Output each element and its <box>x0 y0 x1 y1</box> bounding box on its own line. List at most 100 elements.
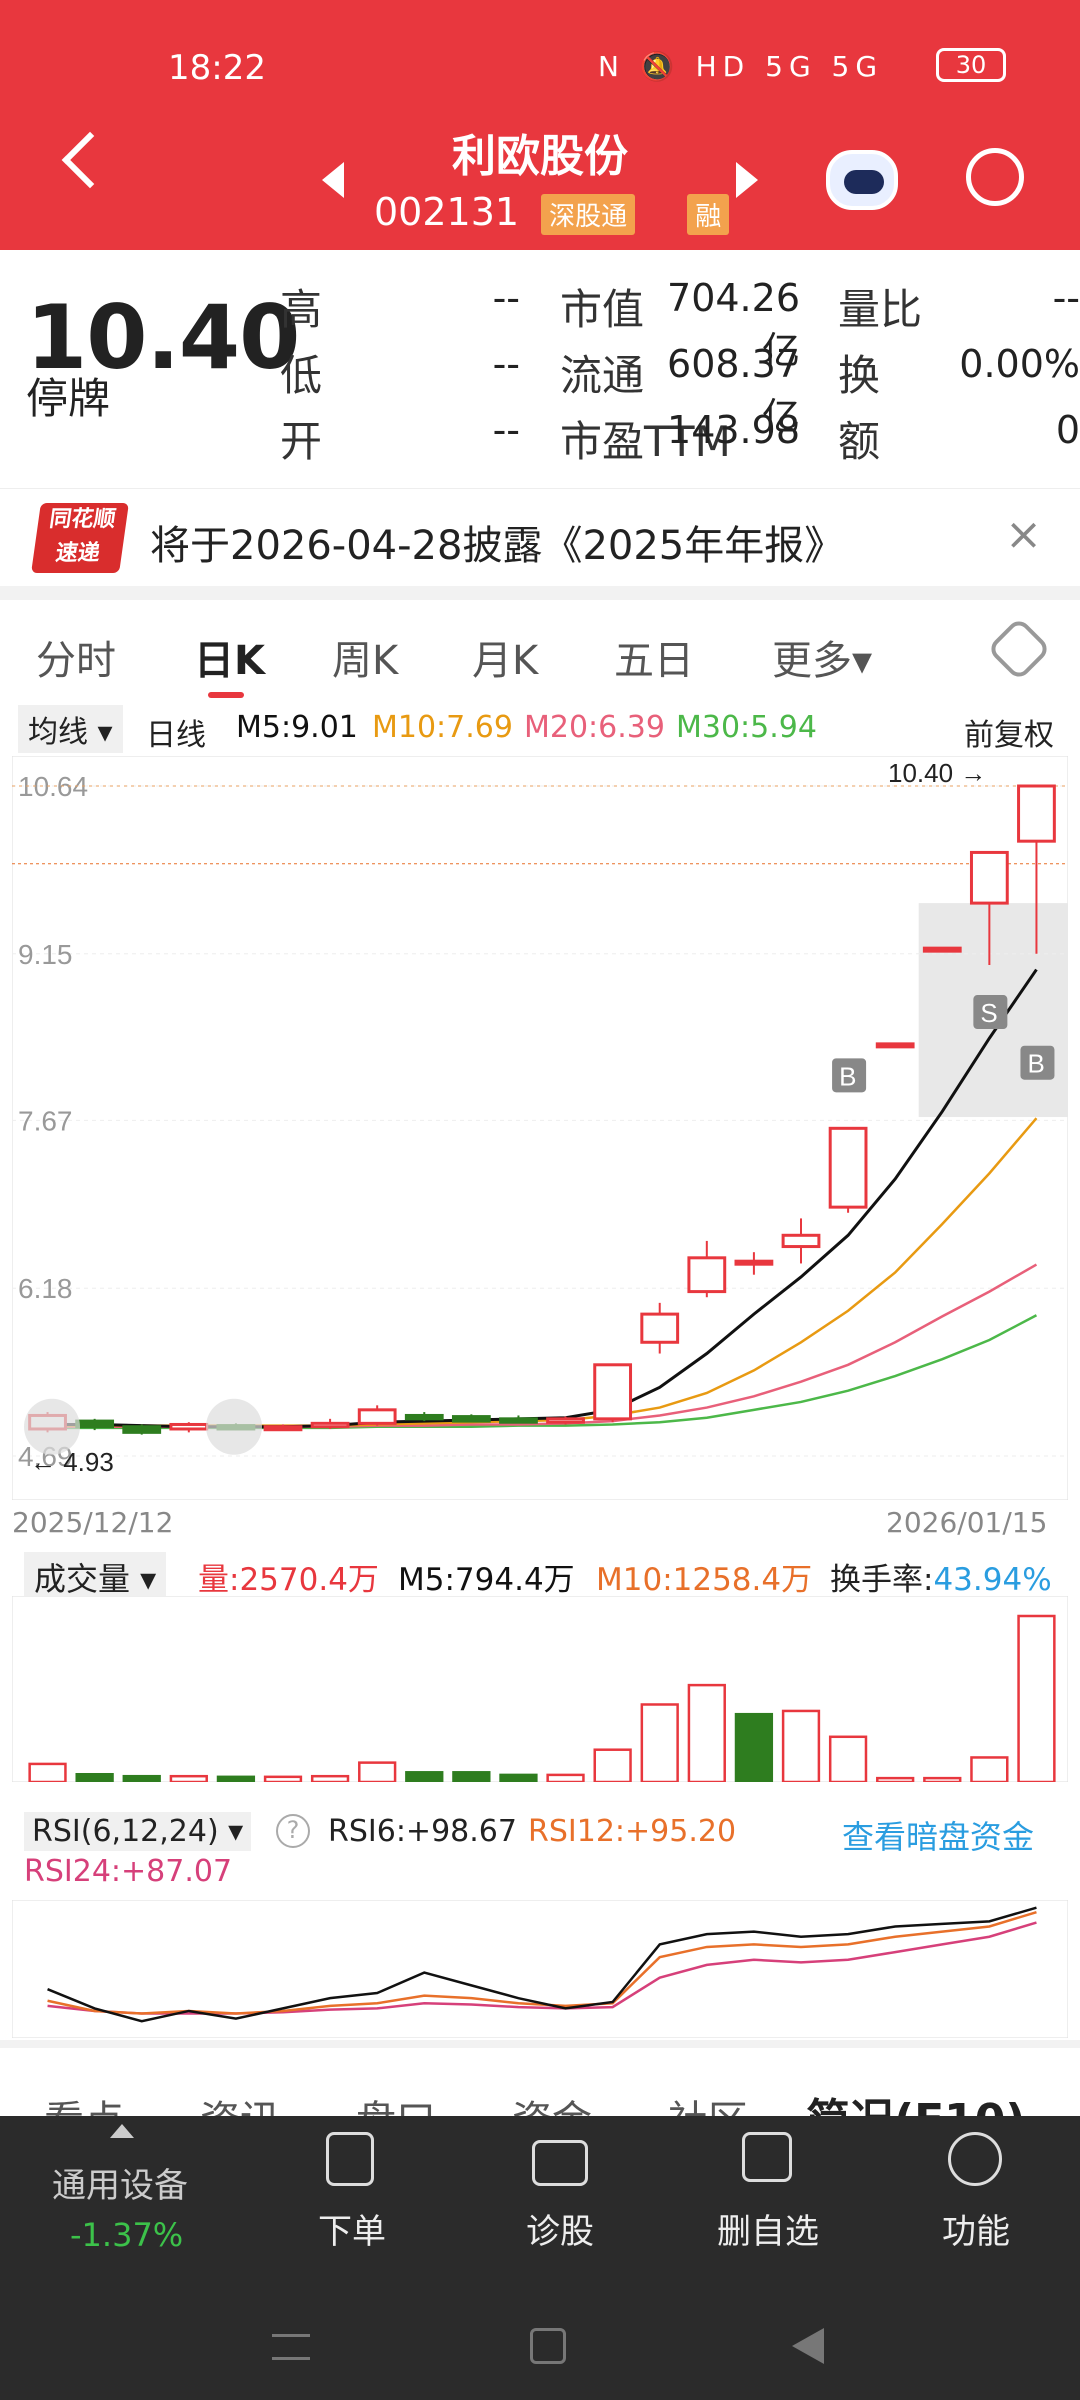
buy-marker: B <box>1027 1049 1044 1079</box>
quote-value: 143.98 <box>667 408 800 452</box>
remove-watchlist-button[interactable]: 删自选 <box>717 2212 819 2252</box>
volume-chart[interactable] <box>12 1596 1068 1782</box>
tab-five-day[interactable]: 五日 <box>614 638 694 684</box>
system-home-icon[interactable] <box>530 2328 566 2364</box>
menu-circle-icon <box>948 2132 1002 2186</box>
volume-bar <box>405 1771 444 1782</box>
sector-up-icon <box>110 2124 134 2138</box>
date-end: 2026/01/15 <box>886 1506 1048 1539</box>
robot-assistant-icon[interactable] <box>826 150 898 210</box>
volume-bar <box>781 1709 821 1782</box>
diagnose-icon <box>532 2140 588 2186</box>
stock-code: 002131 <box>374 190 520 234</box>
ma-selector[interactable]: 均线 ▾ <box>18 705 123 753</box>
volume-bar <box>122 1774 161 1782</box>
subtab-orderbook[interactable]: 盘口 <box>356 2088 436 2118</box>
volume-bar <box>970 1756 1009 1782</box>
rsi12-line <box>47 1910 1037 2015</box>
last-price-label: 10.40 → <box>888 758 986 788</box>
bottom-toolbar: 通用设备 -1.37% 下单 诊股 删自选 功能 <box>0 2116 1080 2400</box>
candle-body <box>357 1408 397 1425</box>
app-header: 18:22 N 🔕 HD 5G 5G 30 利欧股份 002131 深股通 融 <box>0 0 1080 250</box>
status-icons: N 🔕 HD 5G 5G <box>598 50 884 83</box>
system-menu-icon[interactable] <box>272 2334 310 2360</box>
quote-value: -- <box>492 408 520 452</box>
volume-bar <box>734 1712 774 1782</box>
volume-bar <box>923 1776 962 1782</box>
news-banner[interactable]: 同花顺 速递 将于2026-04-28披露《2025年年报》 × <box>0 488 1080 586</box>
system-back-icon[interactable] <box>792 2328 824 2364</box>
quote-label: 低 <box>280 351 323 400</box>
volume-bar <box>876 1776 915 1782</box>
sector-change: -1.37% <box>70 2216 184 2254</box>
rsi24-value: RSI24:+87.07 <box>24 1854 233 1889</box>
candle-body <box>922 946 962 953</box>
status-bar: 18:22 N 🔕 HD 5G 5G 30 <box>0 40 1080 96</box>
quote-value: 0.00% <box>959 342 1080 386</box>
y-tick-label: 7.67 <box>18 1105 73 1136</box>
quote-label: 换 <box>838 351 881 400</box>
subtab-funds[interactable]: 资金 <box>512 2088 592 2118</box>
subtab-highlights[interactable]: 看点 <box>44 2088 124 2118</box>
ma10-value: M10:7.69 <box>372 710 513 745</box>
volume-bar <box>1017 1614 1056 1782</box>
period-tabs: 分时 日K 周K 月K 五日 更多▾ <box>0 600 1080 700</box>
tab-intraday[interactable]: 分时 <box>36 638 116 684</box>
rsi6-line <box>47 1906 1037 2023</box>
diagnose-button[interactable]: 诊股 <box>526 2212 594 2252</box>
quote-panel: 10.40 停牌 高 -- 市值 704.26亿 量比 -- 低 -- 流通 608.37亿换 0.… <box>0 250 1080 488</box>
order-icon <box>326 2132 374 2186</box>
date-start: 2025/12/12 <box>12 1506 174 1539</box>
candle-body <box>75 1419 115 1429</box>
function-button[interactable]: 功能 <box>942 2212 1010 2252</box>
rsi-chart[interactable] <box>12 1900 1068 2038</box>
badge-margin: 融 <box>687 194 730 235</box>
dark-pool-link[interactable]: 查看暗盘资金 <box>842 1818 1035 1856</box>
sector-name[interactable]: 通用设备 <box>52 2166 188 2206</box>
tab-daily-k[interactable]: 日K <box>194 638 265 684</box>
rsi-frame <box>12 1900 1068 2038</box>
search-icon[interactable] <box>966 148 1024 206</box>
crop-icon <box>206 1398 262 1455</box>
volume-m10: M10:1258.4万 <box>596 1562 813 1598</box>
close-icon[interactable]: × <box>1005 509 1042 560</box>
candle-body <box>451 1415 491 1423</box>
candle-body <box>499 1417 538 1424</box>
volume-selector[interactable]: 成交量 ▾ <box>24 1552 167 1602</box>
rsi6-value: RSI6:+98.67 <box>328 1814 517 1849</box>
quote-label: 量比 <box>838 285 923 334</box>
rsi12-value: RSI12:+95.20 <box>528 1814 737 1849</box>
volume-bar <box>263 1775 303 1782</box>
remove-watchlist-icon <box>742 2132 792 2182</box>
candle-body <box>687 1256 727 1294</box>
volume-frame <box>12 1596 1068 1782</box>
volume-bar <box>687 1683 726 1782</box>
last-price: 10.40 <box>26 286 300 389</box>
candle-body <box>781 1233 821 1249</box>
settings-hex-icon[interactable] <box>986 616 1052 682</box>
subtab-news[interactable]: 资讯 <box>200 2088 280 2118</box>
tab-monthly-k[interactable]: 月K <box>472 638 539 684</box>
next-stock-icon[interactable] <box>736 162 758 198</box>
help-icon[interactable]: ? <box>276 1814 310 1848</box>
y-tick-label: 6.18 <box>18 1273 73 1304</box>
volume-bar <box>28 1762 67 1782</box>
kline-frame <box>12 756 1068 1500</box>
sell-marker-box <box>973 995 1008 1030</box>
volume-bar <box>546 1773 585 1782</box>
tab-weekly-k[interactable]: 周K <box>332 638 399 684</box>
subtab-profile[interactable]: 简况(F10) <box>806 2084 1026 2118</box>
ma30-value: M30:5.94 <box>676 710 817 745</box>
quote-value: 0 <box>1055 408 1080 452</box>
order-button[interactable]: 下单 <box>318 2212 386 2252</box>
page-title: 利欧股份 <box>452 131 628 182</box>
rsi-selector[interactable]: RSI(6,12,24) ▾ <box>24 1812 252 1851</box>
volume-bar <box>358 1761 397 1782</box>
adjust-mode[interactable]: 前复权 <box>964 718 1054 753</box>
subtab-community[interactable]: 社区 <box>668 2088 748 2118</box>
quote-value: -- <box>492 276 520 320</box>
prev-stock-icon[interactable] <box>322 162 344 198</box>
tab-more[interactable]: 更多▾ <box>772 638 873 684</box>
candle-body <box>122 1425 162 1434</box>
